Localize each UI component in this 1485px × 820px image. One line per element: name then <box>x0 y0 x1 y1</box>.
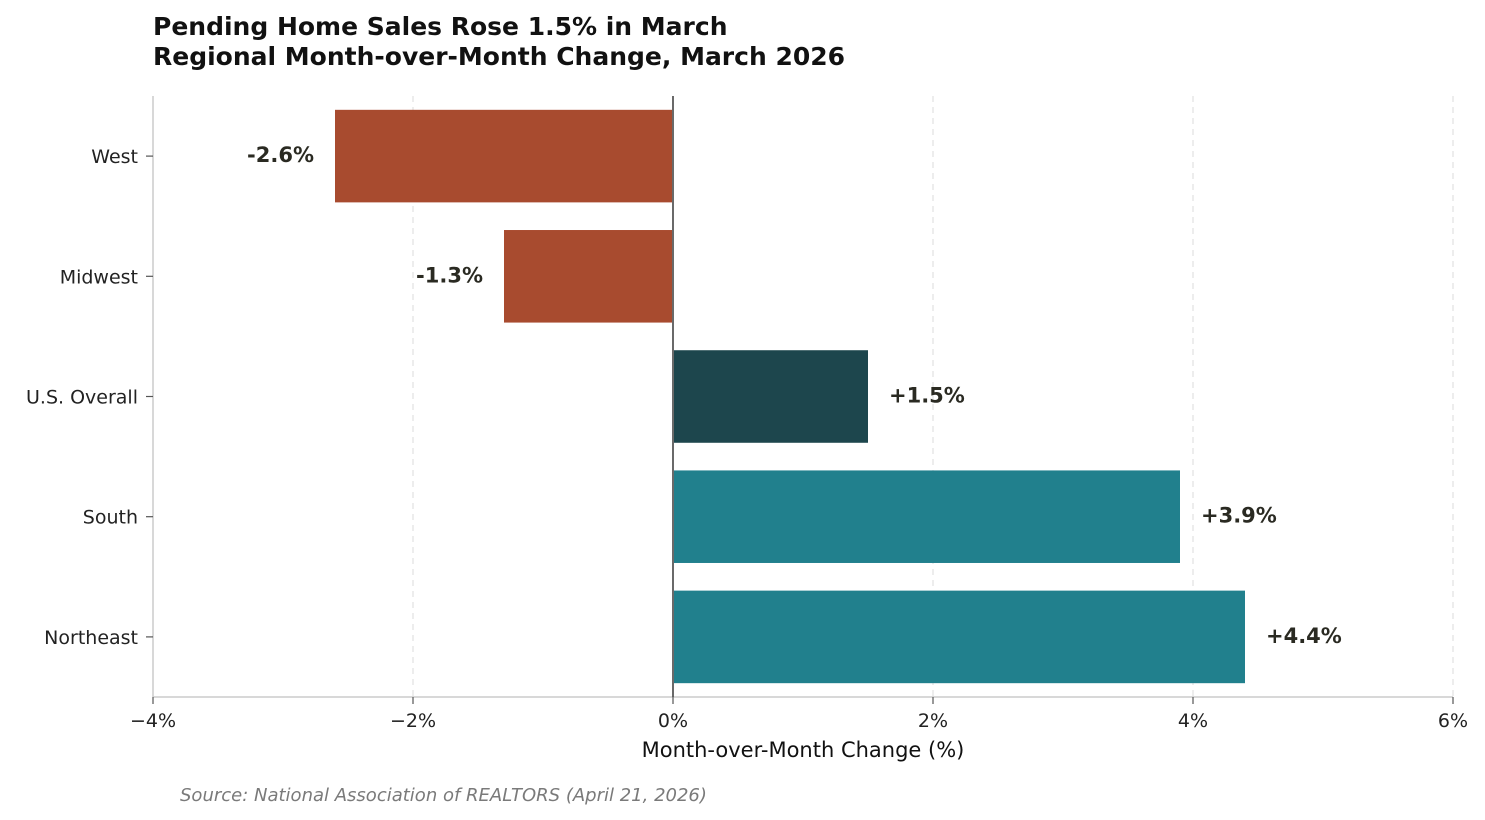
bars <box>335 109 1245 684</box>
data-label: -2.6% <box>247 143 314 167</box>
y-tick-label: U.S. Overall <box>26 387 138 409</box>
x-tick-label: 6% <box>1438 710 1468 732</box>
x-tick-label: 2% <box>918 710 948 732</box>
x-ticks: −4% −2% 0% 2% 4% 6% <box>130 697 1468 732</box>
chart-title: Pending Home Sales Rose 1.5% in March <box>153 12 728 41</box>
y-ticks: West Midwest U.S. Overall South Northeast <box>26 146 153 649</box>
data-labels: -2.6% -1.3% +1.5% +3.9% +4.4% <box>247 143 1342 648</box>
x-tick-label: −2% <box>390 710 436 732</box>
y-tick-label: Northeast <box>44 627 138 649</box>
data-label: +3.9% <box>1201 504 1277 528</box>
bar <box>335 109 672 203</box>
bar <box>504 230 672 323</box>
source-note: Source: National Association of REALTORS… <box>180 785 707 806</box>
bar <box>674 350 868 443</box>
data-label: -1.3% <box>416 263 483 287</box>
bar <box>674 590 1245 684</box>
bar <box>674 470 1180 563</box>
chart-subtitle: Regional Month-over-Month Change, March … <box>153 42 845 71</box>
x-tick-label: 4% <box>1178 710 1208 732</box>
y-tick-label: Midwest <box>60 266 138 288</box>
data-label: +4.4% <box>1266 624 1342 648</box>
data-label: +1.5% <box>889 384 965 408</box>
y-tick-label: West <box>91 146 138 168</box>
y-tick-label: South <box>83 507 138 529</box>
x-axis-label: Month-over-Month Change (%) <box>642 738 965 762</box>
x-tick-label: 0% <box>658 710 688 732</box>
x-tick-label: −4% <box>130 710 176 732</box>
